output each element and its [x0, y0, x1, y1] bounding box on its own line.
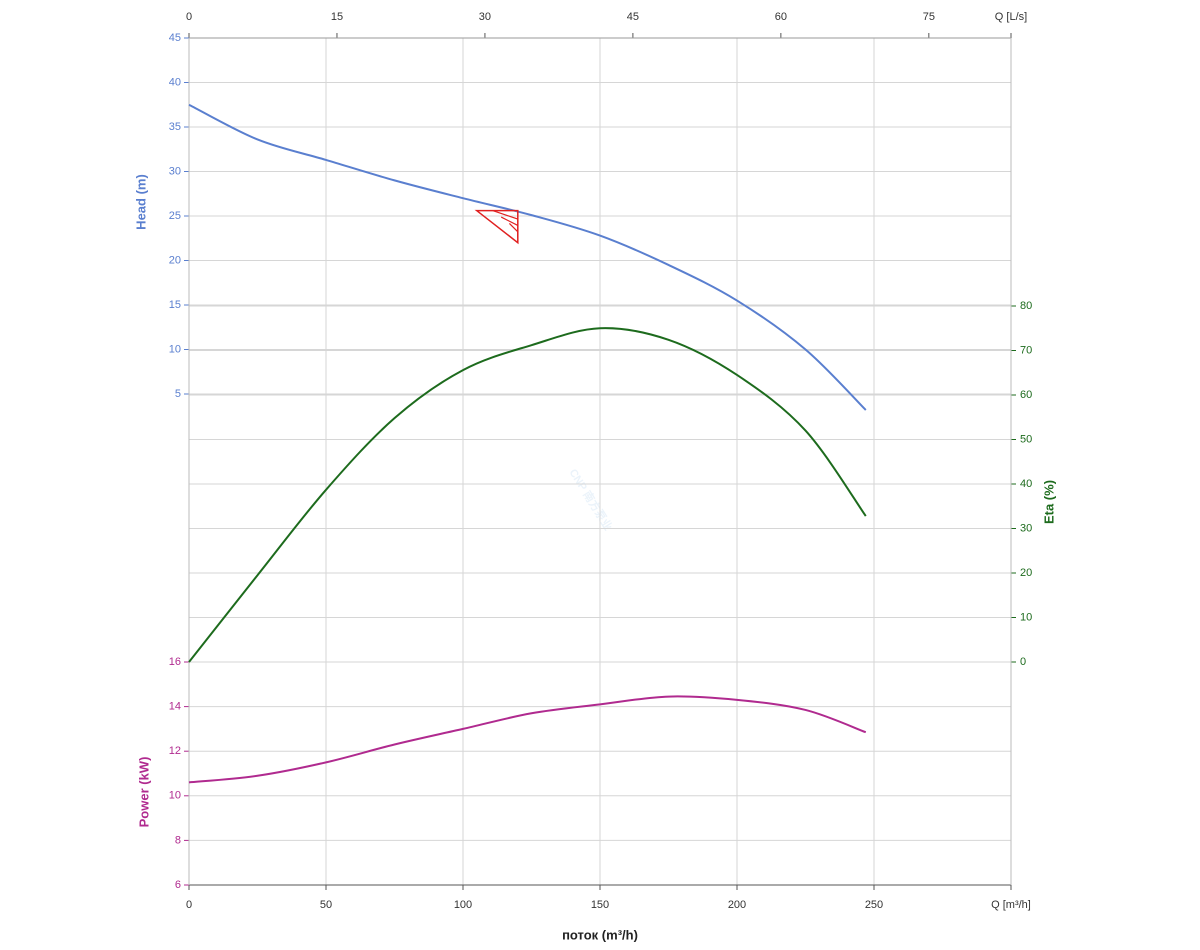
duty-hatch: [508, 223, 519, 233]
y3-axis-label: Power (kW): [136, 757, 151, 828]
x2-tick-label: Q [L/s]: [995, 11, 1027, 23]
y-tick-label: 5: [175, 388, 181, 400]
duty-hatch: [500, 216, 519, 226]
y-tick-label: 80: [1020, 300, 1032, 312]
x2-tick-label: 75: [923, 11, 935, 23]
y-tick-label: 8: [175, 834, 181, 846]
duty-triangle: [474, 209, 519, 245]
y-tick-label: 30: [1020, 522, 1032, 534]
y-tick-label: 12: [169, 745, 181, 757]
series-line: [188, 103, 867, 411]
y-tick-label: 40: [169, 76, 181, 88]
y-tick-label: 6: [175, 879, 181, 891]
x-tick-label: 100: [454, 899, 472, 911]
x-axis-label: поток (m³/h): [562, 927, 638, 942]
y-tick-label: 10: [169, 343, 181, 355]
y-tick-label: 60: [1020, 389, 1032, 401]
y-tick-label: 25: [169, 210, 181, 222]
x2-tick-label: 30: [479, 11, 491, 23]
y-tick-label: 10: [1020, 611, 1032, 623]
x2-tick-label: 45: [627, 11, 639, 23]
x2-tick-label: 0: [186, 11, 192, 23]
y-tick-label: 20: [169, 254, 181, 266]
x-tick-label: 0: [186, 899, 192, 911]
y-tick-label: 20: [1020, 567, 1032, 579]
x-tick-label: 50: [320, 899, 332, 911]
duty-hatch: [492, 210, 518, 220]
y2-axis-label: Eta (%): [1041, 480, 1056, 524]
y-tick-label: 40: [1020, 478, 1032, 490]
y-tick-label: 35: [169, 121, 181, 133]
x2-tick-label: 15: [331, 11, 343, 23]
y-tick-label: 15: [169, 299, 181, 311]
y-tick-label: 0: [1020, 656, 1026, 668]
y-tick-label: 50: [1020, 433, 1032, 445]
y-tick-label: 14: [169, 701, 181, 713]
y-tick-label: 70: [1020, 344, 1032, 356]
x-tick-label: Q [m³/h]: [991, 899, 1031, 911]
y-tick-label: 10: [169, 790, 181, 802]
y-tick-label: 16: [169, 656, 181, 668]
y-axis-label: Head (m): [133, 174, 148, 230]
y-tick-label: 30: [169, 165, 181, 177]
duty-point: [474, 209, 519, 245]
x-tick-label: 250: [865, 899, 883, 911]
series-line: [188, 327, 867, 663]
x-tick-label: 200: [728, 899, 746, 911]
y-tick-label: 45: [169, 32, 181, 44]
series-line: [188, 695, 867, 784]
x2-tick-label: 60: [775, 11, 787, 23]
x-tick-label: 150: [591, 899, 609, 911]
